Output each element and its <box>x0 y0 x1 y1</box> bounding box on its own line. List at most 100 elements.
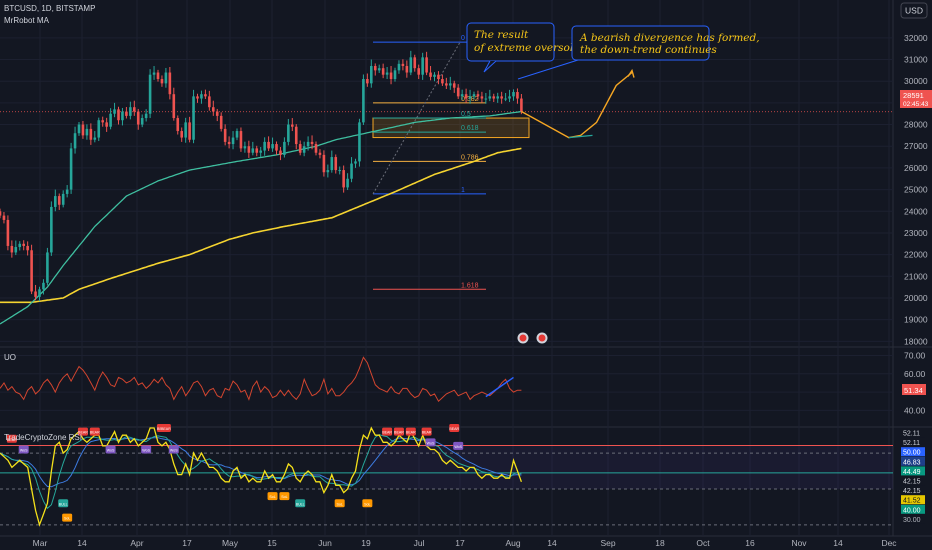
candle[interactable] <box>109 113 112 127</box>
candle[interactable] <box>500 96 503 99</box>
candle[interactable] <box>326 170 330 173</box>
candle[interactable] <box>381 68 385 75</box>
symbol-title[interactable]: BTCUSD, 1D, BITSTAMP <box>4 4 95 13</box>
rsi-pane[interactable]: BEARWoSBEARBEARWoSWoSBEARBEARWoSBULLSoLS… <box>0 424 925 527</box>
uo-line[interactable] <box>0 356 522 403</box>
candle[interactable] <box>437 74 440 80</box>
candle[interactable] <box>370 66 373 84</box>
candle[interactable] <box>306 141 310 147</box>
signal-marker[interactable] <box>160 424 171 432</box>
candle[interactable] <box>231 137 235 145</box>
candle[interactable] <box>101 120 104 123</box>
candle[interactable] <box>0 211 2 216</box>
indicator-label[interactable]: MrRobot MA <box>4 16 50 25</box>
candle[interactable] <box>354 161 357 164</box>
candle[interactable] <box>456 87 460 97</box>
candle[interactable] <box>441 79 444 84</box>
candle[interactable] <box>267 141 270 149</box>
candle[interactable] <box>318 152 322 155</box>
candle[interactable] <box>152 72 156 75</box>
candle[interactable] <box>492 96 496 99</box>
candle[interactable] <box>512 92 515 97</box>
candle[interactable] <box>476 94 480 97</box>
candle[interactable] <box>373 66 377 71</box>
candle[interactable] <box>212 107 215 112</box>
candle[interactable] <box>425 57 428 73</box>
candle[interactable] <box>184 122 187 138</box>
signal-marker[interactable] <box>62 513 73 522</box>
signal-marker[interactable] <box>105 445 116 454</box>
candle[interactable] <box>168 72 172 95</box>
signal-marker[interactable] <box>334 499 345 508</box>
candle[interactable] <box>113 109 116 114</box>
candle[interactable] <box>121 111 124 121</box>
candle[interactable] <box>54 196 57 207</box>
rsi-title[interactable]: TradeCryptoZone RSI <box>4 433 82 442</box>
signal-marker[interactable] <box>362 499 373 508</box>
candle[interactable] <box>393 70 397 80</box>
candle[interactable] <box>488 96 492 99</box>
candle[interactable] <box>464 94 468 99</box>
candle[interactable] <box>314 144 318 153</box>
signal-marker[interactable] <box>295 499 306 508</box>
candle[interactable] <box>271 144 274 149</box>
candle[interactable] <box>247 146 251 153</box>
candle[interactable] <box>298 144 302 153</box>
candle[interactable] <box>243 146 247 149</box>
candle[interactable] <box>160 79 164 84</box>
candle[interactable] <box>192 96 195 140</box>
signal-marker[interactable] <box>267 492 278 501</box>
candle[interactable] <box>279 150 282 155</box>
candle[interactable] <box>259 150 262 153</box>
candle[interactable] <box>255 148 259 153</box>
candle[interactable] <box>263 141 266 151</box>
candle[interactable] <box>362 79 365 123</box>
candle[interactable] <box>421 57 424 75</box>
candle[interactable] <box>291 124 294 127</box>
signal-marker[interactable] <box>425 438 436 447</box>
candle[interactable] <box>34 291 37 297</box>
signal-marker[interactable] <box>449 424 460 432</box>
candle[interactable] <box>50 206 53 253</box>
candle[interactable] <box>504 98 507 100</box>
candle[interactable] <box>334 157 338 171</box>
candle[interactable] <box>61 193 65 205</box>
signal-marker[interactable] <box>393 427 404 436</box>
signal-marker[interactable] <box>6 434 17 443</box>
candle[interactable] <box>93 137 97 140</box>
signal-marker[interactable] <box>77 427 88 436</box>
candle[interactable] <box>136 111 140 125</box>
candle[interactable] <box>133 107 136 112</box>
candle[interactable] <box>480 96 484 99</box>
candle[interactable] <box>445 83 448 86</box>
candle[interactable] <box>129 107 132 116</box>
rsi-line[interactable] <box>0 426 523 527</box>
candle[interactable] <box>140 118 144 125</box>
ma-yellow[interactable] <box>0 147 522 304</box>
candle[interactable] <box>148 74 152 114</box>
candle[interactable] <box>10 245 14 253</box>
candle[interactable] <box>219 115 223 129</box>
candle[interactable] <box>215 111 219 116</box>
ma-teal[interactable] <box>0 110 522 325</box>
candle[interactable] <box>77 124 81 134</box>
candle[interactable] <box>389 72 393 80</box>
candle[interactable] <box>377 68 381 71</box>
candle[interactable] <box>180 131 183 138</box>
signal-marker[interactable] <box>453 441 464 450</box>
signal-marker[interactable] <box>89 427 100 436</box>
signal-marker[interactable] <box>279 492 290 501</box>
candle[interactable] <box>57 196 61 205</box>
candle[interactable] <box>484 98 488 100</box>
candle[interactable] <box>358 122 361 162</box>
signal-marker[interactable] <box>382 427 393 436</box>
candle[interactable] <box>468 96 472 99</box>
candle[interactable] <box>117 109 120 121</box>
candle[interactable] <box>223 128 227 142</box>
currency-button[interactable]: USD <box>900 2 928 19</box>
candle[interactable] <box>283 141 286 155</box>
candle[interactable] <box>275 144 278 151</box>
candle[interactable] <box>239 131 243 149</box>
